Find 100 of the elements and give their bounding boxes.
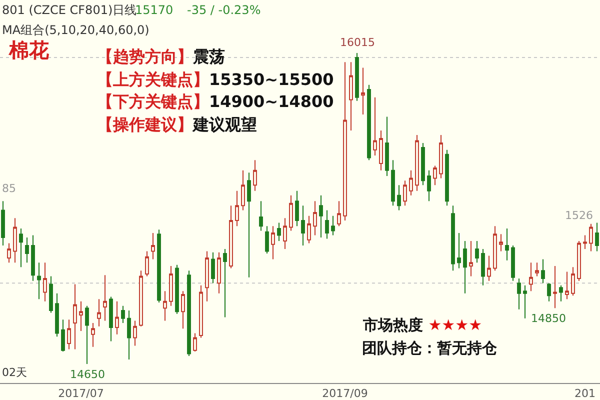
text: 02天	[2, 366, 27, 379]
candlestick	[373, 96, 377, 156]
candlestick	[175, 264, 179, 314]
candlestick	[127, 310, 131, 360]
candlestick	[517, 278, 521, 310]
candlestick	[223, 248, 227, 318]
candlestick	[187, 270, 191, 357]
candlestick	[433, 165, 437, 186]
annotation: 【上方关键点】15350~15500	[97, 70, 334, 89]
candlestick	[445, 149, 449, 206]
candlestick	[529, 262, 533, 292]
candlestick	[541, 258, 545, 284]
candlestick	[211, 252, 215, 284]
candlestick	[241, 170, 245, 211]
candlestick	[259, 200, 263, 232]
candlestick	[67, 319, 71, 350]
candlestick	[145, 250, 149, 277]
candlestick	[43, 262, 47, 302]
candlestick	[439, 134, 443, 179]
candlestick	[121, 305, 125, 324]
candlestick	[283, 218, 287, 250]
candlestick	[115, 300, 119, 335]
annotation: 团队持仓：暂无持仓	[362, 339, 498, 357]
candlestick	[1, 200, 5, 246]
candlestick	[427, 170, 431, 202]
candlestick	[469, 240, 473, 277]
candlestick	[25, 237, 29, 264]
candlestick	[253, 160, 257, 192]
annotation: 【操作建议】建议观望	[97, 115, 257, 134]
candlestick	[205, 250, 209, 302]
x-tick-label: 2017/09	[322, 387, 368, 400]
candlestick	[595, 222, 599, 252]
candlestick	[487, 255, 491, 282]
candlestick	[505, 228, 509, 261]
annotation: 【下方关键点】14900~14800	[97, 92, 334, 111]
candlestick	[409, 170, 413, 196]
candlestick	[355, 52, 359, 102]
candlestick	[199, 284, 203, 338]
annotation: 16015	[340, 36, 375, 49]
candlestick	[559, 284, 563, 302]
candlestick	[535, 262, 539, 277]
candlestick	[481, 248, 485, 286]
candlestick	[547, 282, 551, 302]
candlestick	[337, 200, 341, 227]
candlestick	[301, 205, 305, 246]
text: 15170	[135, 3, 174, 17]
candlestick	[235, 190, 239, 227]
annotation: 14650	[70, 368, 105, 381]
candlestick	[265, 226, 269, 254]
candlestick	[361, 67, 365, 116]
x-tick-label: 201	[574, 387, 596, 400]
candlestick	[139, 270, 143, 327]
candlestick	[367, 84, 371, 161]
annotation: 14850	[531, 312, 566, 325]
candlestick	[91, 322, 95, 348]
candlestick	[157, 229, 161, 303]
annotation: 85	[2, 182, 16, 195]
text: MA组合(5,10,20,40,60,0)	[2, 23, 150, 37]
candlestick	[589, 223, 593, 252]
candlestick	[571, 266, 575, 296]
candlestick	[181, 290, 185, 330]
candlestick	[97, 298, 101, 327]
candlestick	[37, 262, 41, 300]
candlestick	[325, 210, 329, 240]
candlestick	[277, 222, 281, 242]
text: -35 / -0.23%	[187, 3, 261, 17]
annotation: 【趋势方向】震荡	[97, 47, 225, 66]
candlestick	[391, 160, 395, 206]
candlestick	[61, 319, 65, 352]
candlestick	[247, 172, 251, 278]
candlestick	[397, 184, 401, 211]
candlestick	[271, 226, 275, 260]
candlestick	[379, 130, 383, 171]
candlestick	[457, 232, 461, 269]
candlestick	[7, 242, 11, 264]
candlestick	[193, 332, 197, 352]
candlestick	[403, 180, 407, 206]
candlestick	[229, 205, 233, 269]
candlestick	[349, 62, 353, 131]
candlestick	[511, 245, 515, 282]
candlestick	[583, 234, 587, 250]
candlestick	[499, 234, 503, 252]
annotation: 市场热度 ★★★★	[362, 316, 482, 334]
x-tick-label: 2017/07	[58, 387, 104, 400]
candlestick	[493, 226, 497, 272]
candlestick	[79, 300, 83, 332]
candlestick	[151, 232, 155, 260]
candlestick	[217, 252, 221, 294]
annotation: 1526	[565, 209, 593, 222]
candlestick	[553, 266, 557, 309]
candlestick	[103, 274, 107, 322]
candlestick	[31, 234, 35, 282]
candlestick	[13, 218, 17, 264]
candlestick	[421, 142, 425, 186]
candlestick	[523, 284, 527, 319]
candlestick	[343, 62, 347, 221]
text: 801 (CZCE CF801)日线	[2, 3, 137, 17]
candlestick	[163, 290, 167, 322]
candlestick	[319, 194, 323, 238]
candlestick	[169, 266, 173, 306]
